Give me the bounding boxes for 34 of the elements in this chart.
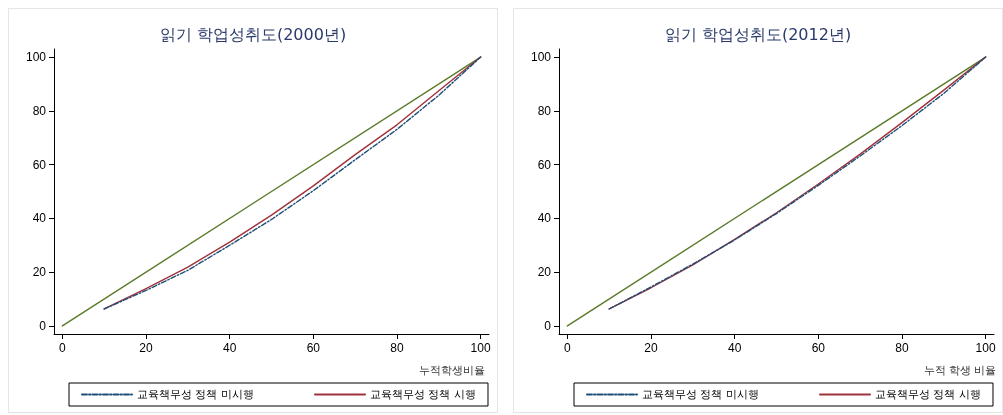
legend-label: 교육책무성 정책 미시행	[137, 388, 254, 401]
x-tick-label: 40	[222, 341, 237, 355]
legend-label: 교육책무성 정책 시행	[874, 388, 981, 401]
chart-title: 읽기 학업성취도(2000년)	[159, 24, 347, 44]
line-series	[608, 56, 987, 310]
legend-label: 교육책무성 정책 미시행	[642, 388, 759, 401]
y-tick-label: 100	[530, 50, 552, 65]
x-tick-label: 100	[470, 341, 491, 355]
chart-title: 읽기 학업성취도(2012년)	[664, 24, 852, 44]
y-tick-label: 80	[537, 103, 552, 118]
y-tick-label: 40	[32, 211, 47, 226]
x-tick-label: 60	[306, 341, 321, 355]
line-series	[103, 56, 482, 310]
y-tick-label: 20	[32, 265, 47, 280]
legend-label: 교육책무성 정책 시행	[369, 388, 476, 401]
x-tick-label: 0	[564, 341, 572, 355]
x-tick-label: 20	[139, 341, 154, 355]
x-axis-title: 누적 학생 비율	[924, 363, 997, 376]
x-tick-label: 100	[975, 341, 996, 355]
x-tick-label: 20	[644, 341, 659, 355]
x-tick-label: 0	[59, 341, 67, 355]
x-tick-label: 60	[811, 341, 826, 355]
x-tick-label: 40	[727, 341, 742, 355]
y-tick-label: 40	[537, 211, 552, 226]
x-tick-label: 80	[390, 341, 404, 355]
x-axis-title: 누적학생비율	[419, 363, 485, 376]
y-tick-label: 100	[25, 50, 47, 65]
y-tick-label: 60	[32, 157, 47, 172]
y-tick-label: 60	[537, 157, 552, 172]
y-tick-label: 0	[39, 318, 47, 333]
x-tick-label: 80	[895, 341, 909, 355]
y-tick-label: 0	[544, 318, 552, 333]
y-tick-label: 80	[32, 103, 47, 118]
y-tick-label: 20	[537, 265, 552, 280]
